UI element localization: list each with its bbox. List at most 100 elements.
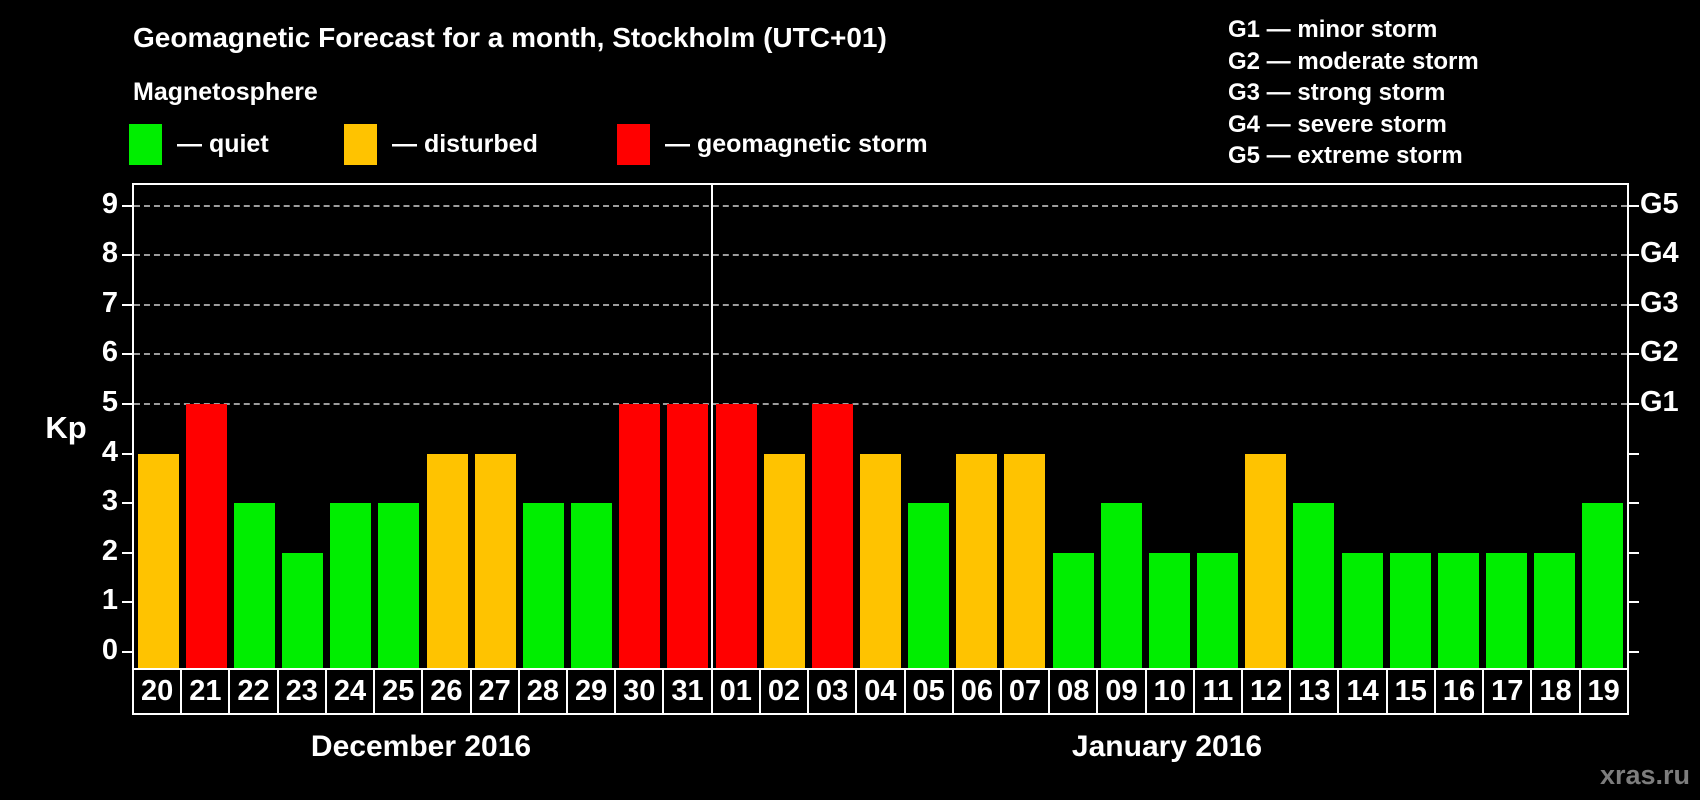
date-cell-20: 20: [132, 668, 183, 715]
date-cell-19: 19: [1578, 668, 1629, 715]
plot-area: [122, 183, 1639, 670]
kp-bar-december-29: [571, 503, 613, 670]
date-cell-23: 23: [276, 668, 327, 715]
chart-subtitle: Magnetosphere: [133, 78, 318, 106]
y-tick-left-9: [122, 204, 132, 207]
y-tick-left-0: [122, 651, 132, 653]
date-cell-21: 21: [180, 668, 231, 715]
date-cell-31: 31: [662, 668, 713, 715]
kp-bar-january-04: [860, 453, 901, 670]
y-tick-left-5: [122, 403, 132, 405]
kp-bar-december-21: [185, 404, 227, 670]
g-scale-legend-line-4: G4 — severe storm: [1228, 110, 1447, 138]
kp-bar-january-07: [1004, 453, 1046, 670]
legend-label-storm: — geomagnetic storm: [665, 130, 928, 158]
y-tick-right-5: [1629, 403, 1639, 405]
kp-bar-january-03: [811, 404, 853, 670]
legend-swatch-quiet: [129, 124, 162, 165]
y-tick-right-4: [1629, 452, 1639, 455]
kp-bar-january-14: [1341, 552, 1383, 670]
date-cell-26: 26: [421, 668, 472, 715]
kp-bar-january-17: [1486, 552, 1528, 670]
date-cell-01: 01: [710, 668, 761, 715]
kp-bar-january-11: [1197, 552, 1239, 670]
date-cell-28: 28: [517, 668, 568, 715]
date-cell-17: 17: [1482, 668, 1533, 715]
month-separator-line: [710, 185, 713, 670]
date-cell-12: 12: [1241, 668, 1292, 715]
kp-bar-january-18: [1534, 552, 1576, 670]
kp-bar-december-27: [474, 453, 516, 670]
y-tick-right-2: [1629, 551, 1639, 554]
g-scale-legend-line-1: G1 — minor storm: [1228, 16, 1438, 43]
month-label-january: January 2016: [1071, 730, 1263, 763]
kp-bar-december-30: [619, 404, 661, 670]
date-cell-22: 22: [228, 668, 279, 715]
kp-bar-january-10: [1148, 552, 1190, 670]
kp-bar-december-23: [282, 552, 324, 670]
y-tick-left-1: [122, 601, 132, 604]
g-label-g2: G2: [1640, 336, 1679, 369]
y-tick-left-7: [122, 303, 132, 306]
y-tick-label-7: 7: [101, 286, 118, 319]
date-cell-24: 24: [324, 668, 376, 715]
g-label-g3: G3: [1640, 286, 1679, 319]
g-scale-legend-line-2: G2 — moderate storm: [1228, 47, 1479, 75]
legend-swatch-storm: [617, 124, 650, 165]
kp-bar-january-05: [908, 503, 950, 670]
kp-bar-january-01: [715, 404, 757, 670]
y-tick-left-3: [122, 502, 132, 505]
y-tick-left-4: [122, 452, 132, 455]
date-cell-07: 07: [999, 668, 1051, 715]
g-scale-legend-line-3: G3 — strong storm: [1228, 79, 1446, 106]
legend-label-quiet: — quiet: [177, 130, 269, 158]
gridline-kp8: [134, 254, 1627, 257]
date-cell-10: 10: [1144, 668, 1195, 715]
kp-bar-december-26: [426, 453, 468, 670]
kp-bar-january-06: [956, 453, 998, 670]
date-cell-06: 06: [951, 668, 1002, 715]
date-cell-09: 09: [1096, 668, 1147, 715]
date-cell-02: 02: [758, 668, 810, 715]
g-scale-legend-line-5: G5 — extreme storm: [1228, 142, 1463, 169]
y-axis-title: Kp: [45, 410, 87, 445]
date-cell-18: 18: [1530, 668, 1581, 715]
y-tick-label-3: 3: [101, 485, 118, 518]
gridline-kp7: [134, 303, 1627, 306]
date-cell-30: 30: [614, 668, 665, 715]
y-tick-label-2: 2: [101, 534, 118, 567]
y-tick-label-5: 5: [101, 386, 118, 418]
kp-bar-january-02: [763, 453, 805, 670]
kp-bar-january-09: [1100, 503, 1142, 670]
legend-label-disturbed: — disturbed: [392, 130, 538, 158]
date-cell-27: 27: [469, 668, 520, 715]
date-cell-14: 14: [1337, 668, 1388, 715]
kp-bar-december-20: [137, 453, 179, 670]
date-cell-08: 08: [1048, 668, 1099, 715]
y-tick-right-7: [1629, 303, 1639, 306]
kp-bar-december-24: [330, 503, 372, 670]
g-label-g5: G5: [1640, 187, 1679, 220]
chart-title: Geomagnetic Forecast for a month, Stockh…: [133, 22, 887, 53]
legend-swatch-disturbed: [344, 124, 377, 165]
y-tick-label-8: 8: [101, 237, 118, 270]
y-tick-left-8: [122, 254, 132, 257]
y-tick-label-4: 4: [101, 435, 118, 468]
kp-bar-january-15: [1389, 552, 1431, 670]
date-axis-row: 20 21 22 23 24 25 26 27 28 29 30 31 01 02 03 04 05 06 07 08…: [132, 668, 1629, 715]
y-tick-right-1: [1629, 601, 1639, 604]
y-tick-right-9: [1629, 204, 1639, 207]
watermark: xras.ru: [1599, 760, 1690, 790]
g-label-g1: G1: [1640, 386, 1679, 418]
kp-bar-december-31: [667, 404, 709, 670]
date-cell-03: 03: [807, 668, 858, 715]
y-tick-label-1: 1: [101, 584, 118, 617]
kp-bar-december-28: [522, 503, 564, 670]
kp-bar-january-13: [1293, 503, 1335, 670]
date-cell-05: 05: [903, 668, 954, 715]
date-cell-25: 25: [373, 668, 424, 715]
y-tick-label-9: 9: [101, 187, 118, 220]
y-tick-left-2: [122, 551, 132, 554]
kp-bar-december-25: [378, 503, 420, 670]
date-cell-16: 16: [1433, 668, 1485, 715]
